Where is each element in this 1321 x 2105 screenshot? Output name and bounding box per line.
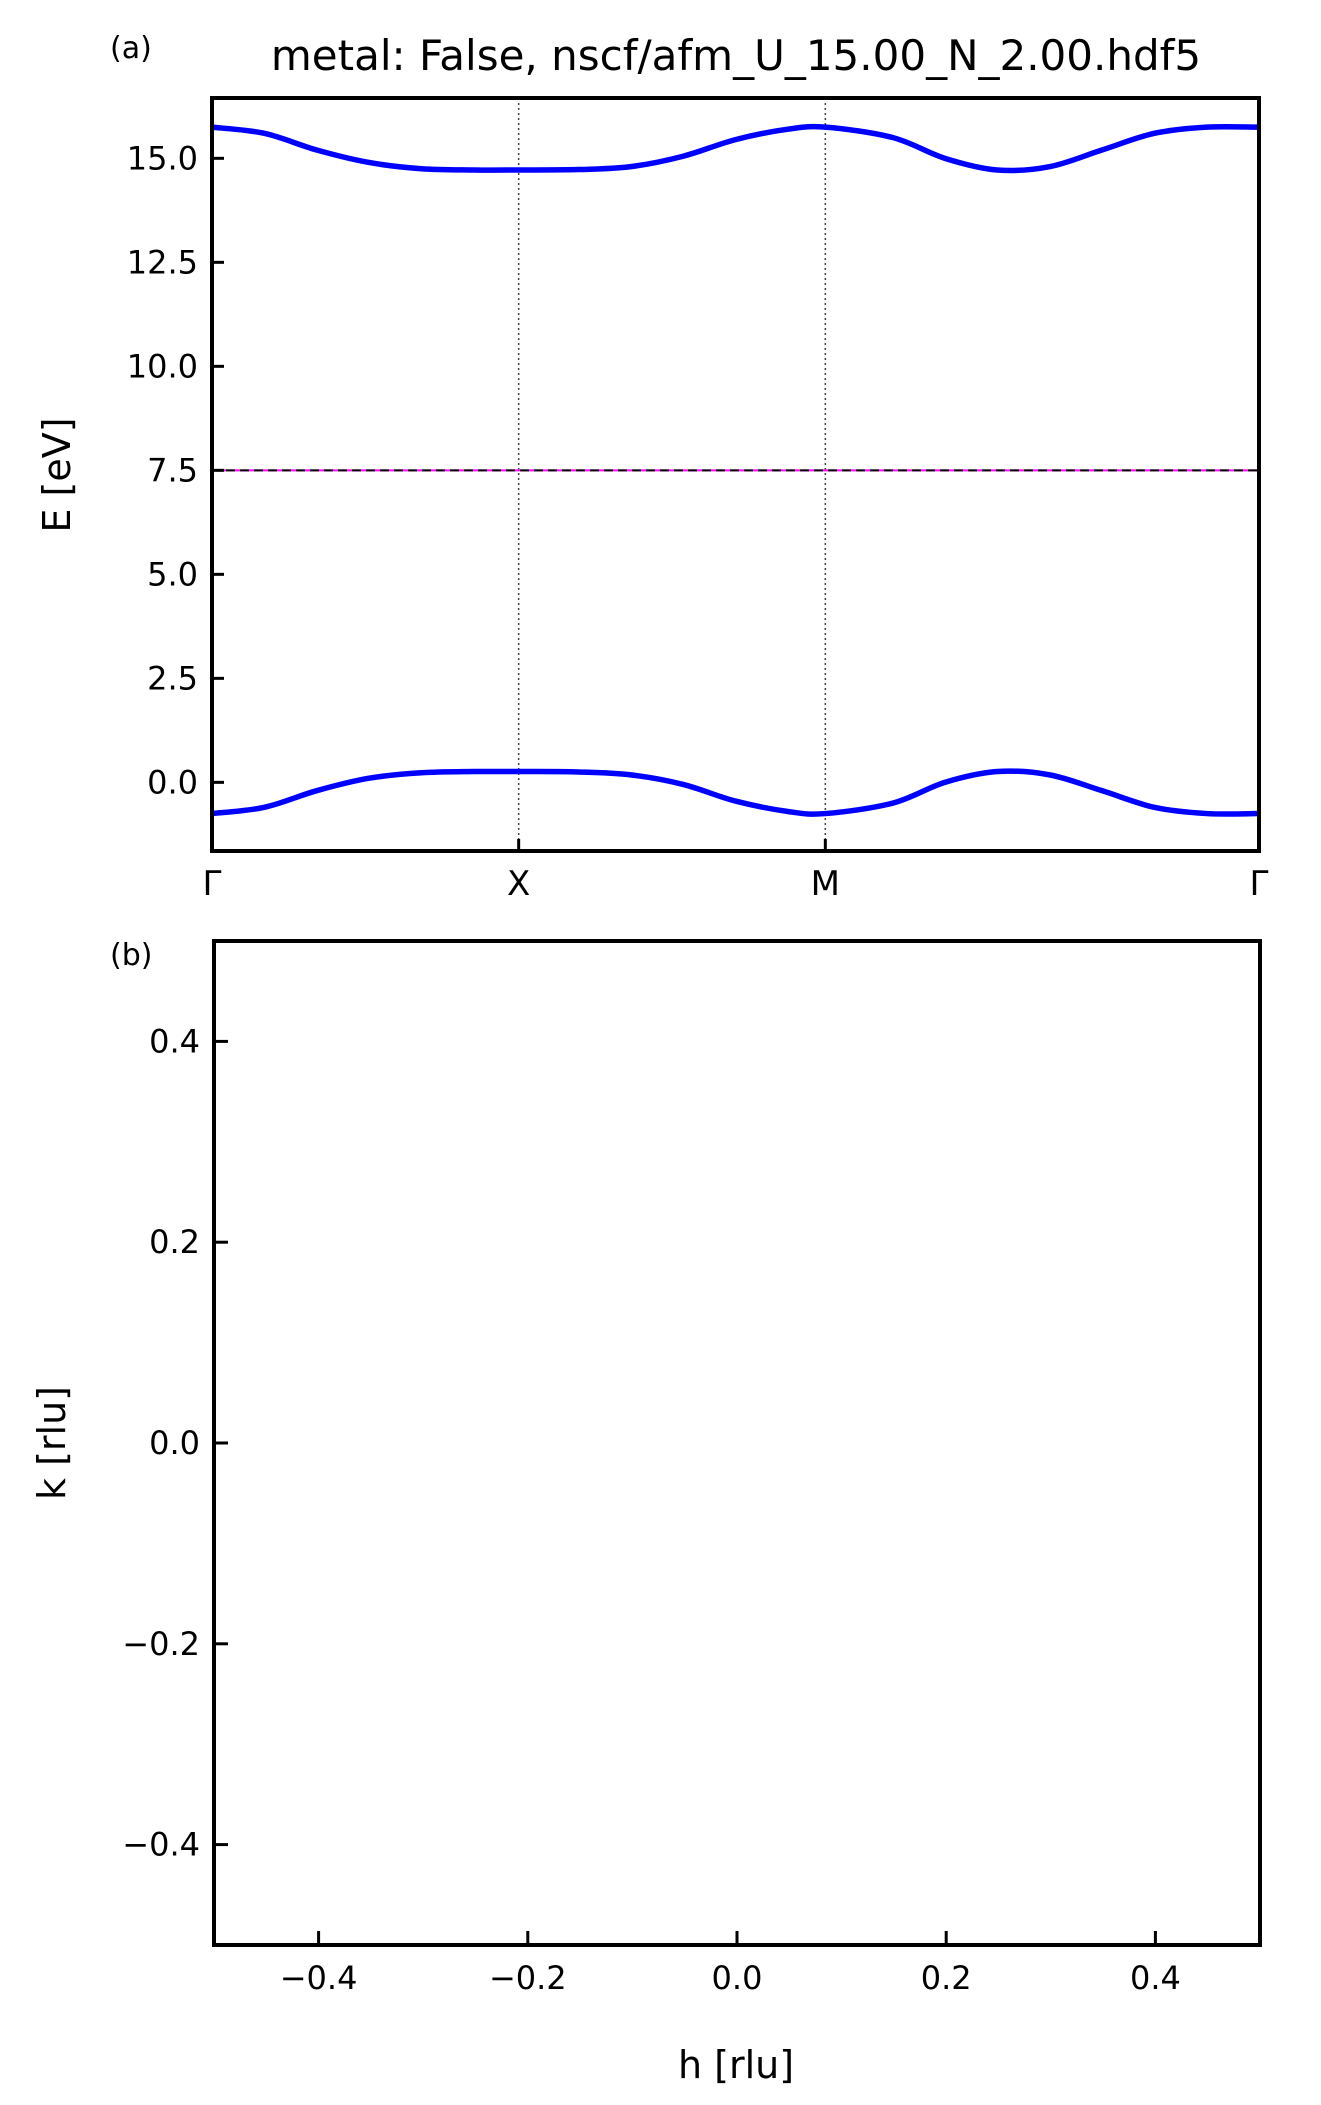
band-line-2 [211,768,1260,817]
panel-a-plot-area: Γ X M Γ 0.0 2.5 5.0 7.5 10.0 12.5 15.0 [127,98,1269,904]
x-tick-label: Γ [203,864,222,904]
x-tick-label: −0.2 [489,1959,567,1997]
y-tick-label: −0.2 [122,1625,200,1663]
x-tick-label: 0.4 [1130,1959,1181,1997]
x-tick-label: Γ [1250,864,1269,904]
panel-b-hk-map: (b) k [rlu] h [rlu] −0.4 −0.2 0.0 0.2 0.4−0.… [30,938,1262,2087]
panel-b-y-axis-label: k [rlu] [30,1386,74,1500]
x-tick-label: 0.2 [921,1959,972,1997]
panel-b-x-axis-label: h [rlu] [678,2043,794,2087]
panel-b-label: (b) [110,938,152,973]
panel-a-band-structure: (a) metal: False, nscf/afm_U_15.00_N_2.0… [35,31,1269,904]
panel-a-label: (a) [110,31,152,66]
panel-a-axes-frame [210,96,1261,853]
y-tick-label: 7.5 [147,451,198,489]
x-tick-label: M [811,864,840,904]
panel-a-y-axis-label: E [eV] [35,417,79,532]
y-tick-label: 10.0 [127,347,198,385]
y-tick-label: 0.0 [147,763,198,801]
x-tick-label: −0.4 [280,1959,358,1997]
y-tick-label: 12.5 [127,243,198,281]
y-tick-label: 0.0 [149,1424,200,1462]
y-tick-label: 0.4 [149,1022,200,1060]
panel-b-axes-frame [212,939,1262,1947]
y-tick-label: 5.0 [147,555,198,593]
x-tick-label: 0.0 [712,1959,763,1997]
y-tick-label: 15.0 [127,139,198,177]
y-tick-label: 0.2 [149,1223,200,1261]
x-tick-label: X [507,864,530,904]
band-line-1 [211,123,1260,174]
panel-a-title: metal: False, nscf/afm_U_15.00_N_2.00.hd… [271,31,1201,80]
y-tick-label: 2.5 [147,659,198,697]
y-tick-label: −0.4 [122,1826,200,1864]
panel-b-plot-area: −0.4 −0.2 0.0 0.2 0.4 −0.4 −0.2 0.0 0.2 0.4 [122,1022,1181,1997]
